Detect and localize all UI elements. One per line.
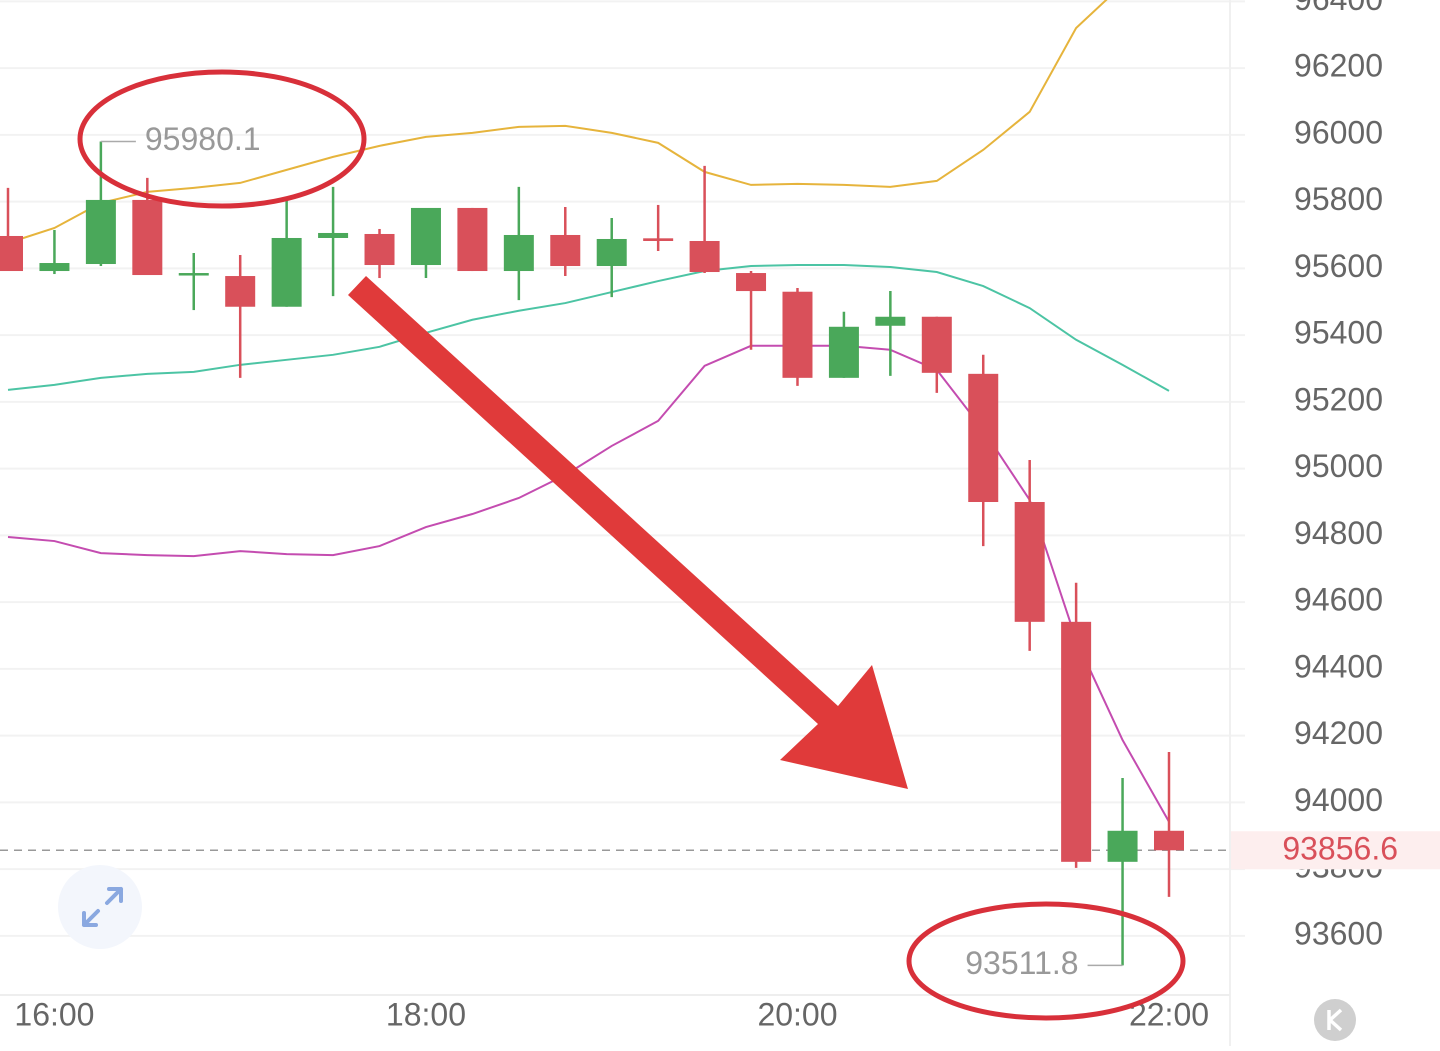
y-tick-label: 95400	[1294, 315, 1383, 351]
candle-body	[643, 238, 674, 241]
high-label: 95980.1	[145, 121, 261, 157]
y-tick-label: 95800	[1294, 181, 1383, 217]
candle-body	[0, 235, 23, 272]
x-tick-label: 16:00	[14, 996, 94, 1032]
candle-body	[1061, 621, 1092, 862]
candle-body	[132, 199, 163, 276]
candle-body	[364, 233, 395, 266]
y-tick-label: 94400	[1294, 648, 1383, 684]
candle-body	[736, 273, 767, 292]
candle-body	[503, 234, 534, 272]
highlight-ellipse	[77, 69, 367, 209]
candle-body	[457, 207, 488, 272]
price-tag	[1231, 831, 1440, 870]
candle-body	[1107, 830, 1138, 862]
trend-arrow	[348, 276, 908, 789]
x-tick-label: 18:00	[386, 996, 466, 1032]
candles	[0, 141, 1230, 966]
labels: 95980.1 93511.8 93856.6	[100, 121, 1440, 981]
logo-icon[interactable]	[1314, 999, 1356, 1041]
candle-body	[1014, 502, 1045, 622]
y-tick-label: 96400	[1294, 0, 1383, 17]
x-tick-label: 20:00	[757, 996, 837, 1032]
y-tick-label: 94600	[1294, 582, 1383, 618]
band-line	[7, 264, 1170, 392]
candle-body	[410, 207, 441, 266]
y-tick-label: 95600	[1294, 248, 1383, 284]
highlight-ellipse	[906, 901, 1186, 1021]
y-tick-label: 95200	[1294, 381, 1383, 417]
candle-body	[318, 232, 349, 238]
y-tick-label: 94200	[1294, 715, 1383, 751]
candle-body	[550, 234, 581, 267]
candle-body	[271, 237, 302, 307]
y-tick-label: 96200	[1294, 48, 1383, 84]
y-tick-label: 93600	[1294, 915, 1383, 951]
low-label: 93511.8	[965, 945, 1078, 981]
candle-body	[782, 291, 813, 378]
candle-body	[85, 199, 116, 265]
candle-body	[828, 326, 859, 378]
candle-body	[596, 238, 627, 267]
band-line	[7, 0, 1108, 244]
candle-body	[1154, 830, 1184, 851]
y-tick-label: 96000	[1294, 114, 1383, 150]
candle-body	[225, 276, 256, 307]
y-tick-label: 94000	[1294, 782, 1383, 818]
candle-body	[875, 316, 906, 326]
candle-body	[39, 263, 70, 272]
expand-button[interactable]	[58, 865, 142, 949]
y-tick-label: 94800	[1294, 515, 1383, 551]
candle-body	[968, 373, 999, 503]
candle-body	[178, 273, 209, 276]
candle-body	[689, 240, 720, 273]
y-tick-label: 95000	[1294, 448, 1383, 484]
candle-body	[921, 316, 952, 373]
price-tag-label: 93856.6	[1282, 831, 1398, 867]
